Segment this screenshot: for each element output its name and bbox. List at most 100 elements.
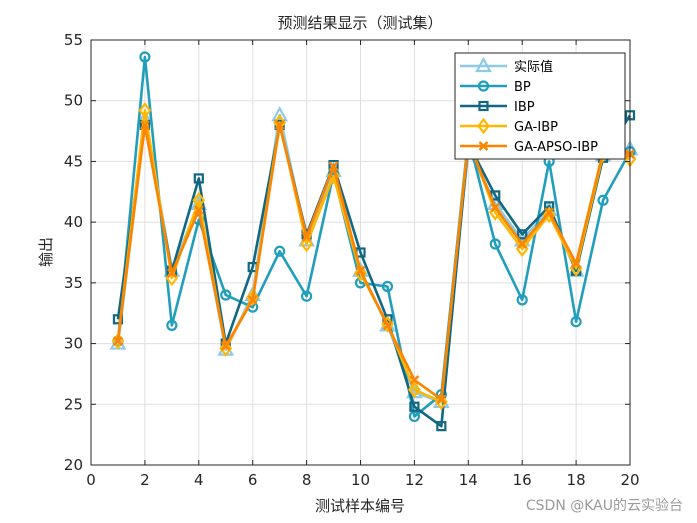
series-ga-apso-ibp-point (355, 265, 366, 276)
x-tick-label: 18 (567, 471, 586, 489)
series-bp-point (489, 238, 501, 250)
legend-marker (478, 141, 489, 151)
series-ibp-point (409, 401, 420, 412)
series-ga-apso-ibp-point (247, 295, 258, 305)
series-ga-apso-ibp-point-stroke-b (301, 231, 312, 242)
legend-label: GA-IBP (514, 120, 558, 135)
series-layer (109, 51, 639, 432)
series-ga-apso-ibp-point-stroke-b (571, 258, 581, 269)
series-ga-apso-ibp-point (517, 239, 528, 249)
series-bp-point (274, 245, 286, 257)
series-bp-point (597, 194, 609, 206)
legend-label: 实际值 (514, 59, 553, 75)
series-ga-apso-ibp-point (193, 205, 204, 215)
series-ga-apso-ibp-point-stroke-b (220, 341, 231, 351)
legend-marker (475, 56, 492, 73)
series-bp-point (220, 289, 232, 301)
series-ibp-point (193, 173, 204, 184)
y-tick-label: 55 (64, 31, 83, 49)
series-ibp-point (517, 229, 528, 240)
x-tick-label: 8 (302, 471, 312, 489)
legend: 实际值 BP IBP GA-IBP GA-APSO-IBP (454, 52, 626, 160)
series-ga-apso-ibp-point (167, 268, 177, 278)
y-tick-label: 45 (64, 152, 83, 170)
series-bp-point (381, 280, 394, 293)
series-bp-point (166, 319, 178, 331)
x-tick-label: 16 (513, 471, 532, 489)
series-ga-apso-ibp-point-stroke-b (409, 375, 420, 385)
legend-label: BP (514, 80, 531, 95)
y-tick-label: 35 (64, 274, 83, 292)
ticks: 0 2 4 6 8 10 12 14 16 18 20 20 25 30 35 40 45 50 55 (64, 31, 640, 489)
series-ga-apso-ibp-point (490, 202, 501, 213)
y-tick-label: 30 (64, 335, 83, 353)
series-ga-apso-ibp-point-stroke-b (382, 320, 393, 331)
legend-item-actual: 实际值 (460, 56, 553, 75)
series-ga-apso-ibp-point-stroke-b (490, 202, 501, 213)
y-tick-label: 25 (64, 395, 83, 413)
series-ga-ibp-point (138, 102, 152, 119)
series-ga-apso-ibp-point (544, 207, 554, 218)
series-ga-ibp-point (219, 340, 233, 357)
series-ga-apso-ibp-point-stroke-b (193, 205, 204, 215)
x-tick-label: 20 (620, 471, 639, 489)
y-tick-label: 40 (64, 213, 83, 231)
series-ga-ibp-point (354, 264, 367, 282)
series-ga-apso-ibp-point-stroke-b (167, 268, 177, 278)
series-ga-apso-ibp-point-stroke-b (113, 336, 123, 346)
series-ga-ibp-point (408, 381, 421, 399)
x-tick-label: 10 (351, 471, 370, 489)
legend-marker (477, 117, 490, 135)
legend-marker-stroke-b (478, 141, 489, 151)
watermark: CSDN @KAU的云实验台 (526, 498, 683, 514)
series-ga-apso-ibp-point-stroke-b (140, 120, 150, 130)
series-ga-apso-ibp-point-stroke-b (436, 394, 447, 405)
series-bp-point (408, 410, 420, 423)
legend-marker (478, 100, 489, 112)
series-ga-ibp-point (434, 393, 448, 411)
series-bp-point (139, 51, 151, 63)
y-tick-label: 50 (64, 92, 83, 110)
series-ga-apso-ibp-point (328, 161, 339, 172)
series-ga-apso-ibp-point (436, 394, 447, 405)
series-ga-apso-ibp-point (301, 231, 312, 242)
series-ga-apso-ibp-point-stroke-b (544, 207, 554, 218)
x-tick-label: 0 (86, 471, 96, 489)
x-tick-label: 2 (140, 471, 150, 489)
series-ga-apso-ibp (113, 120, 635, 405)
series-ga-ibp-point (542, 206, 556, 224)
series-ga-ibp-point (300, 235, 313, 253)
y-tick-label: 20 (64, 456, 83, 474)
series-bp-point (570, 316, 582, 328)
series-ibp-point (544, 201, 555, 212)
x-tick-label: 12 (405, 471, 424, 489)
legend-item-ga-ibp: GA-IBP (460, 117, 558, 135)
series-ga-apso-ibp-point-stroke-b (355, 265, 366, 276)
series-ga-apso-ibp-point-stroke-b (247, 295, 258, 305)
x-tick-label: 14 (459, 471, 478, 489)
series-ga-apso-ibp-point (382, 320, 393, 331)
x-axis-label: 测试样本编号 (315, 497, 405, 515)
series-ga-apso-ibp-point-stroke-b (517, 239, 528, 249)
legend-item-ibp: IBP (460, 100, 535, 115)
series-ga-apso-ibp-point (113, 336, 123, 346)
series-ga-apso-ibp-line (116, 123, 631, 401)
series-ga-apso-ibp-point-stroke-b (328, 161, 339, 172)
x-tick-label: 6 (248, 471, 258, 489)
series-bp-point (301, 290, 313, 302)
series-ga-apso-ibp-point-stroke-b (274, 120, 285, 130)
series-ga-apso-ibp-point (220, 341, 231, 351)
x-tick-label: 4 (194, 471, 204, 489)
series-ga-apso-ibp-point (409, 375, 420, 385)
legend-label: IBP (514, 100, 535, 115)
series-ga-apso-ibp-point (140, 120, 150, 130)
series-ga-ibp-point (192, 191, 206, 209)
series-ibp-point (436, 421, 447, 432)
series-ga-apso-ibp-point (571, 258, 581, 269)
legend-item-bp: BP (460, 80, 531, 95)
legend-item-ga-apso-ibp: GA-APSO-IBP (460, 140, 598, 155)
legend-marker (477, 80, 490, 92)
y-axis-label: 输出 (37, 237, 55, 267)
series-ga-apso-ibp-point (274, 120, 285, 130)
